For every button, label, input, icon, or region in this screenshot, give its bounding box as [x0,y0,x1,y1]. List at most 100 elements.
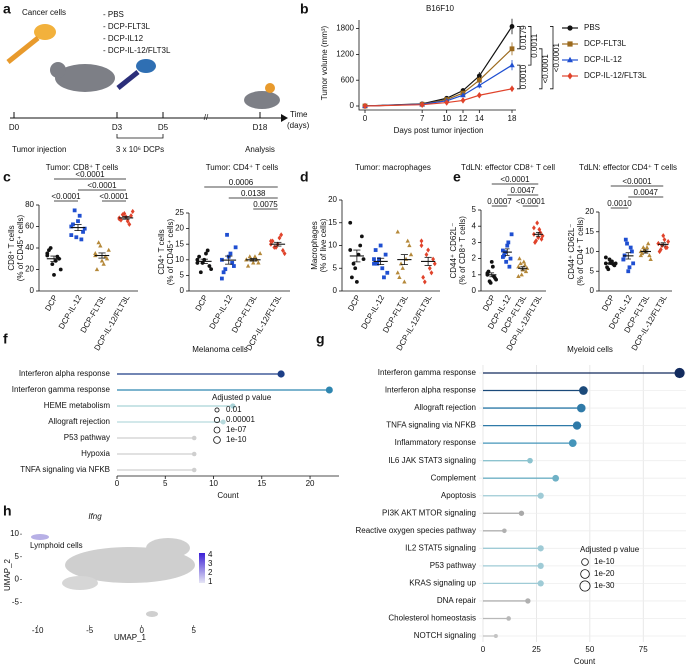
point [535,220,540,226]
point [460,97,466,104]
point [50,262,55,267]
bubble [537,580,544,587]
x-tick-label: 0 [481,645,486,654]
y-tick-label: 20 [175,224,184,233]
point [603,255,608,260]
legend-marker [567,56,573,63]
point [646,241,651,246]
p-value: <0.0001 [75,170,105,179]
dcp-icon [136,59,156,73]
chart-title: Tumor: macrophages [355,163,431,172]
day-label: D3 [112,123,123,132]
point [252,254,258,259]
event-label: 3 x 10⁶ DCPs [116,145,164,154]
dcp-bracket [116,134,164,139]
point [377,257,381,262]
legend-bubble [214,407,220,413]
legend-bubble [581,558,589,566]
point [198,270,203,275]
point [641,245,646,250]
point [372,261,376,266]
point [408,252,414,257]
point [52,272,56,277]
bubble [220,419,226,425]
x-tick-label: 7 [420,114,425,123]
point [277,235,282,241]
bubble [518,510,525,516]
legend-bubble [213,416,221,424]
y-tick-label: 10 [328,241,337,250]
chart-title: Ifng [88,512,102,521]
legend-label: DCP-IL-12/FLT3L [584,71,647,80]
point [509,46,515,52]
umap-cells [31,534,205,617]
point [427,265,432,271]
y-tick-label: 5 [15,552,20,561]
point [395,229,400,234]
panel-letter: g [316,331,325,347]
cancer-cells-icon [34,24,56,40]
y-tick-label: 5 [472,205,477,214]
point [104,256,110,261]
p-value: <0.0001 [552,43,561,73]
p-value: 0.0047 [511,186,536,195]
bubble [552,474,560,482]
point [372,257,376,262]
category-label: IL6 JAK STAT3 signaling [388,456,476,465]
legend-title: Adjusted p value [212,393,272,402]
point [419,242,424,249]
legend-label: PBS [584,23,600,32]
y-axis-label: (% of CD45⁺ cells) [16,214,25,281]
time-label: (days) [287,121,310,130]
x-axis-label: Count [217,491,239,500]
point [630,249,634,254]
legend-label: 1e-07 [226,425,247,434]
x-axis-label: Days post tumor injection [394,126,484,135]
point [385,270,390,275]
y-tick-label: 5 [180,271,185,280]
point [272,244,277,250]
y-tick-label: 0 [333,286,338,295]
point [509,232,514,237]
category-label: IL2 STAT5 signaling [405,543,476,552]
point [383,252,388,257]
y-tick-label: 1200 [336,50,354,59]
legend-label: 0.00001 [226,415,255,424]
legend-marker [567,25,573,31]
panel-letter: f [3,331,8,347]
point [348,248,353,252]
y-tick-label: 5 [333,263,338,272]
category-label: TNFA signaling via NFKB [386,421,476,430]
chart-title: Myeloid cells [567,345,613,354]
legend-bubble [213,436,221,444]
point [648,257,653,262]
p-value: <0.0001 [99,192,129,201]
p-value: 0.0006 [229,178,254,187]
point [380,266,385,271]
x-tick-label: DCP-IL-12 [208,293,235,331]
point [103,254,108,259]
bubble [277,370,285,378]
y-axis-label: CD44⁺ CD62L⁻ [449,222,458,278]
point [79,237,84,242]
category-label: Interferon alpha response [385,386,477,395]
x-tick-label: -5 [86,626,94,635]
significance-bracket [528,26,532,66]
colorbar-label: 2 [208,568,213,577]
bubble [568,439,577,448]
point [661,233,666,239]
point [395,270,400,275]
series-line [364,26,513,107]
bubble [537,492,544,499]
point [127,221,132,227]
y-tick-label: 5 [590,266,595,275]
point [279,232,284,238]
colorbar-label: 3 [208,559,213,568]
point [106,247,111,252]
significance-bracket [517,64,521,90]
category-label: Apoptosis [441,491,476,500]
point [231,264,236,268]
y-axis-label: Macrophages [310,221,319,269]
y-tick-label: 25 [175,208,184,217]
panel-letter: d [300,169,309,185]
